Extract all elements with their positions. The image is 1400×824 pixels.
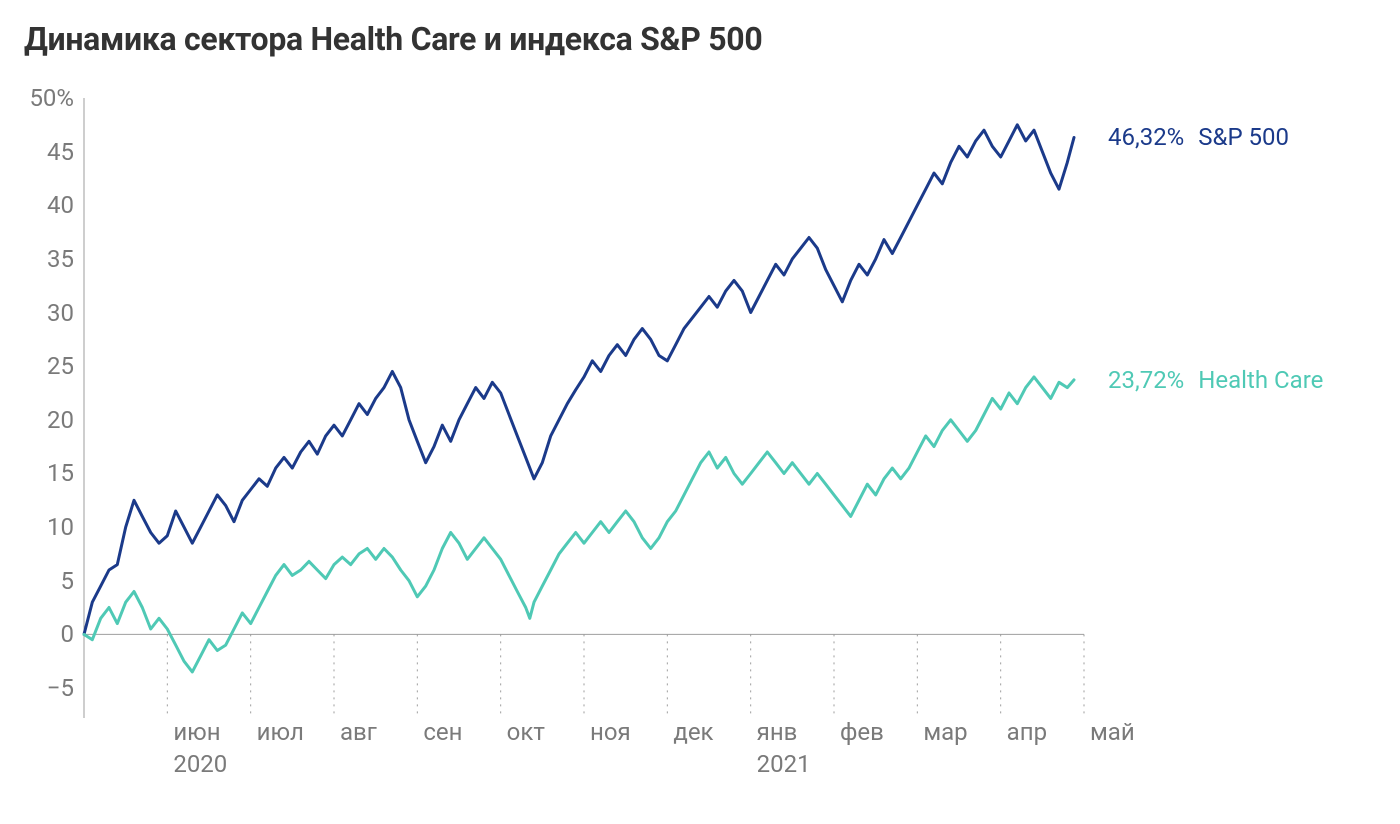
x-axis-label: окт bbox=[507, 718, 545, 746]
y-axis-label: 40 bbox=[4, 191, 74, 219]
x-axis-label: авг bbox=[340, 718, 377, 746]
series-name: S&P 500 bbox=[1198, 123, 1289, 151]
x-axis-label: янв bbox=[757, 718, 798, 746]
series-end-label: 46,32% S&P 500 bbox=[1108, 123, 1289, 151]
y-axis-label: 25 bbox=[4, 352, 74, 380]
y-axis-label: 0 bbox=[4, 620, 74, 648]
y-axis-label: 20 bbox=[4, 406, 74, 434]
x-axis-label: дек bbox=[673, 718, 713, 746]
chart-area: −505101520253035404550%июниюлавгсеноктно… bbox=[24, 88, 1376, 788]
series-end-value: 46,32% bbox=[1108, 123, 1184, 151]
x-axis-label: ноя bbox=[590, 718, 631, 746]
chart-container: Динамика сектора Health Care и индекса S… bbox=[0, 0, 1400, 824]
x-axis-label: фев bbox=[840, 718, 884, 746]
x-axis-year-label: 2021 bbox=[757, 750, 811, 778]
series-end-value: 23,72% bbox=[1108, 366, 1184, 394]
series-end-label: 23,72% Health Care bbox=[1108, 366, 1323, 394]
y-axis-label: −5 bbox=[4, 674, 74, 702]
x-axis-label: июл bbox=[257, 718, 304, 746]
y-axis-label: 35 bbox=[4, 245, 74, 273]
chart-title: Динамика сектора Health Care и индекса S… bbox=[24, 20, 1376, 58]
x-axis-label: июн bbox=[173, 718, 220, 746]
y-axis-label: 30 bbox=[4, 299, 74, 327]
series-name: Health Care bbox=[1198, 366, 1323, 394]
x-axis-year-label: 2020 bbox=[173, 750, 227, 778]
y-axis-label: 15 bbox=[4, 459, 74, 487]
chart-svg bbox=[24, 88, 1376, 788]
x-axis-label: май bbox=[1090, 718, 1135, 746]
y-axis-label: 10 bbox=[4, 513, 74, 541]
y-axis-label: 45 bbox=[4, 138, 74, 166]
x-axis-label: сен bbox=[423, 718, 462, 746]
y-axis-label: 5 bbox=[4, 567, 74, 595]
x-axis-label: апр bbox=[1007, 718, 1047, 746]
y-axis-label: 50% bbox=[4, 84, 74, 112]
x-axis-label: мар bbox=[923, 718, 967, 746]
